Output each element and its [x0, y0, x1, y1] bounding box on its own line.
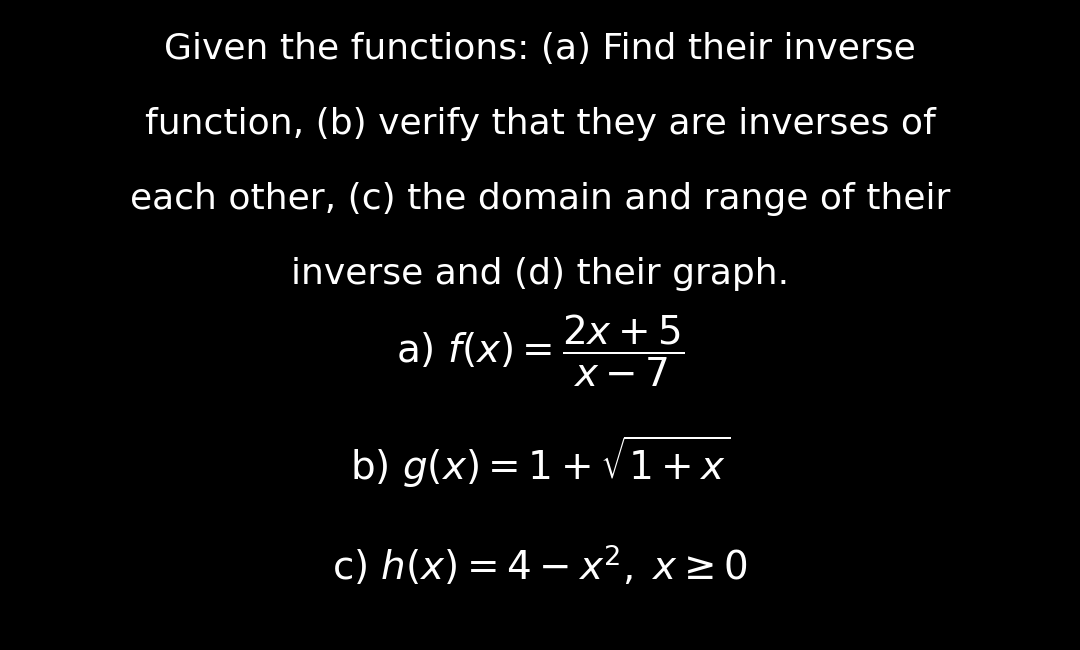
Text: c) $h(x) = 4 - x^2,\; x \geq 0$: c) $h(x) = 4 - x^2,\; x \geq 0$ — [333, 543, 747, 588]
Text: Given the functions: (a) Find their inverse: Given the functions: (a) Find their inve… — [164, 32, 916, 66]
Text: b) $g(x) = 1 + \sqrt{1+x}$: b) $g(x) = 1 + \sqrt{1+x}$ — [350, 434, 730, 489]
Text: a) $f(x) = \dfrac{2x+5}{x-7}$: a) $f(x) = \dfrac{2x+5}{x-7}$ — [396, 313, 684, 389]
Text: inverse and (d) their graph.: inverse and (d) their graph. — [291, 257, 789, 291]
Text: function, (b) verify that they are inverses of: function, (b) verify that they are inver… — [145, 107, 935, 141]
Text: each other, (c) the domain and range of their: each other, (c) the domain and range of … — [130, 182, 950, 216]
